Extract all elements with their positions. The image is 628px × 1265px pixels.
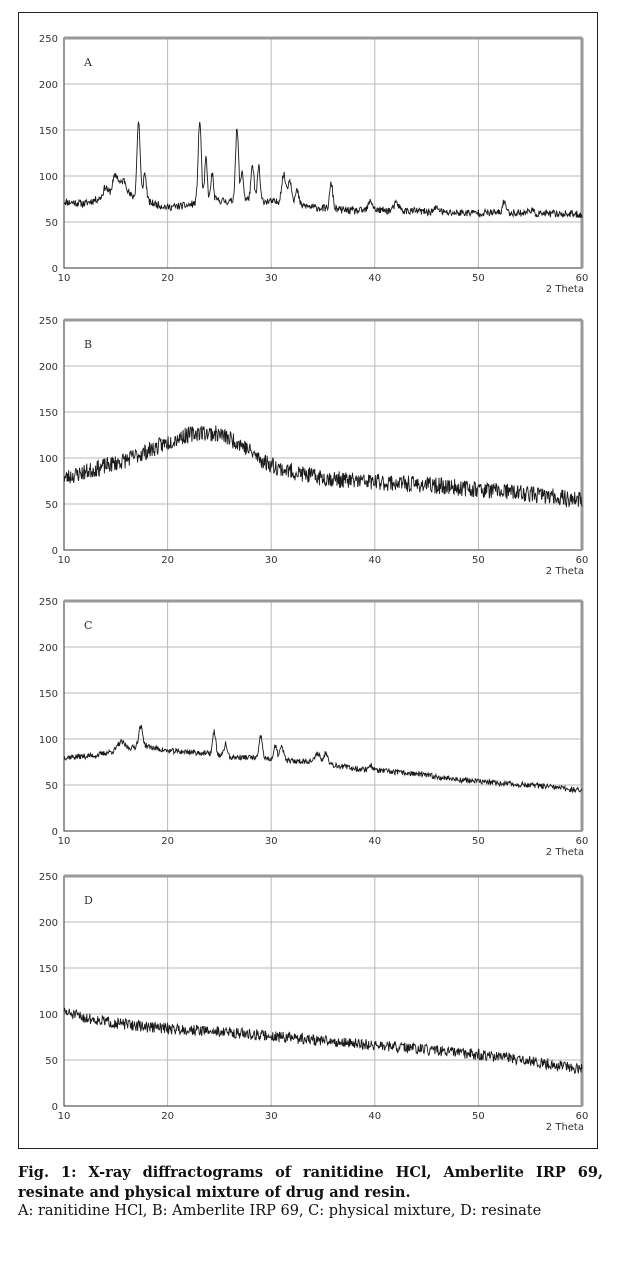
y-tick-label: 50 [45, 781, 58, 792]
x-tick-label: 20 [161, 273, 174, 284]
series-line [63, 724, 583, 794]
x-tick-label: 10 [58, 273, 71, 284]
y-tick-label: 100 [39, 172, 58, 183]
y-tick-label: 50 [45, 1056, 58, 1067]
x-tick-label: 40 [368, 1111, 381, 1122]
series-line [63, 425, 583, 509]
plot-border [63, 37, 583, 269]
plot-border [63, 600, 583, 832]
y-tick-label: 250 [39, 316, 58, 327]
figure-caption: Fig. 1: X-ray diffractograms of ranitidi… [18, 1163, 603, 1222]
x-tick-label: 40 [368, 273, 381, 284]
series-line [63, 120, 583, 219]
x-tick-label: 10 [58, 1111, 71, 1122]
figure-frame [18, 12, 598, 1149]
x-axis-label: 2 Theta [546, 284, 584, 295]
y-tick-label: 0 [52, 827, 58, 838]
x-tick-label: 30 [265, 836, 278, 847]
x-tick-label: 10 [58, 836, 71, 847]
y-tick-label: 50 [45, 218, 58, 229]
y-tick-label: 200 [39, 643, 58, 654]
x-axis-label: 2 Theta [546, 1122, 584, 1133]
y-tick-label: 0 [52, 1102, 58, 1113]
caption-legend: A: ranitidine HCl, B: Amberlite IRP 69, … [18, 1203, 542, 1219]
y-tick-label: 0 [52, 264, 58, 275]
x-tick-label: 30 [265, 1111, 278, 1122]
x-tick-label: 30 [265, 273, 278, 284]
y-tick-label: 100 [39, 454, 58, 465]
series-line [63, 1007, 583, 1075]
x-tick-label: 10 [58, 555, 71, 566]
panel-label: A [83, 56, 93, 69]
y-tick-label: 150 [39, 126, 58, 137]
x-tick-label: 30 [265, 555, 278, 566]
chart-panel-a: 10 20 30 40 50 60 0 50 100 150 200 250 2 Theta A [39, 34, 589, 295]
y-tick-label: 150 [39, 689, 58, 700]
y-tick-label: 100 [39, 1010, 58, 1021]
x-axis-label: 2 Theta [546, 566, 584, 577]
panel-label: C [84, 619, 92, 632]
x-tick-label: 50 [472, 836, 485, 847]
y-tick-label: 150 [39, 408, 58, 419]
chart-panel-d: 10 20 30 40 50 60 0 50 100 150 200 250 2 Theta D [39, 872, 589, 1133]
x-axis-label: 2 Theta [546, 847, 584, 858]
x-tick-label: 20 [161, 1111, 174, 1122]
x-tick-label: 50 [472, 273, 485, 284]
x-tick-label: 50 [472, 1111, 485, 1122]
y-tick-label: 250 [39, 872, 58, 883]
x-tick-label: 40 [368, 555, 381, 566]
plot-border [63, 319, 583, 551]
y-tick-label: 200 [39, 362, 58, 373]
panel-label: D [84, 894, 93, 907]
panel-label: B [84, 338, 92, 351]
y-tick-label: 250 [39, 34, 58, 45]
chart-panel-b: 10 20 30 40 50 60 0 50 100 150 200 250 2 Theta B [39, 316, 589, 577]
x-tick-label: 50 [472, 555, 485, 566]
y-tick-label: 150 [39, 964, 58, 975]
x-tick-label: 20 [161, 836, 174, 847]
x-tick-label: 60 [576, 836, 589, 847]
y-tick-label: 200 [39, 80, 58, 91]
x-tick-label: 20 [161, 555, 174, 566]
x-tick-label: 40 [368, 836, 381, 847]
x-tick-label: 60 [576, 1111, 589, 1122]
y-tick-label: 0 [52, 546, 58, 557]
x-tick-label: 60 [576, 273, 589, 284]
y-tick-label: 50 [45, 500, 58, 511]
y-tick-label: 250 [39, 597, 58, 608]
x-tick-label: 60 [576, 555, 589, 566]
y-tick-label: 200 [39, 918, 58, 929]
caption-title: Fig. 1: X-ray diffractograms of ranitidi… [18, 1164, 603, 1201]
y-tick-label: 100 [39, 735, 58, 746]
chart-panel-c: 10 20 30 40 50 60 0 50 100 150 200 250 2 Theta C [39, 597, 589, 858]
plot-border [63, 875, 583, 1107]
